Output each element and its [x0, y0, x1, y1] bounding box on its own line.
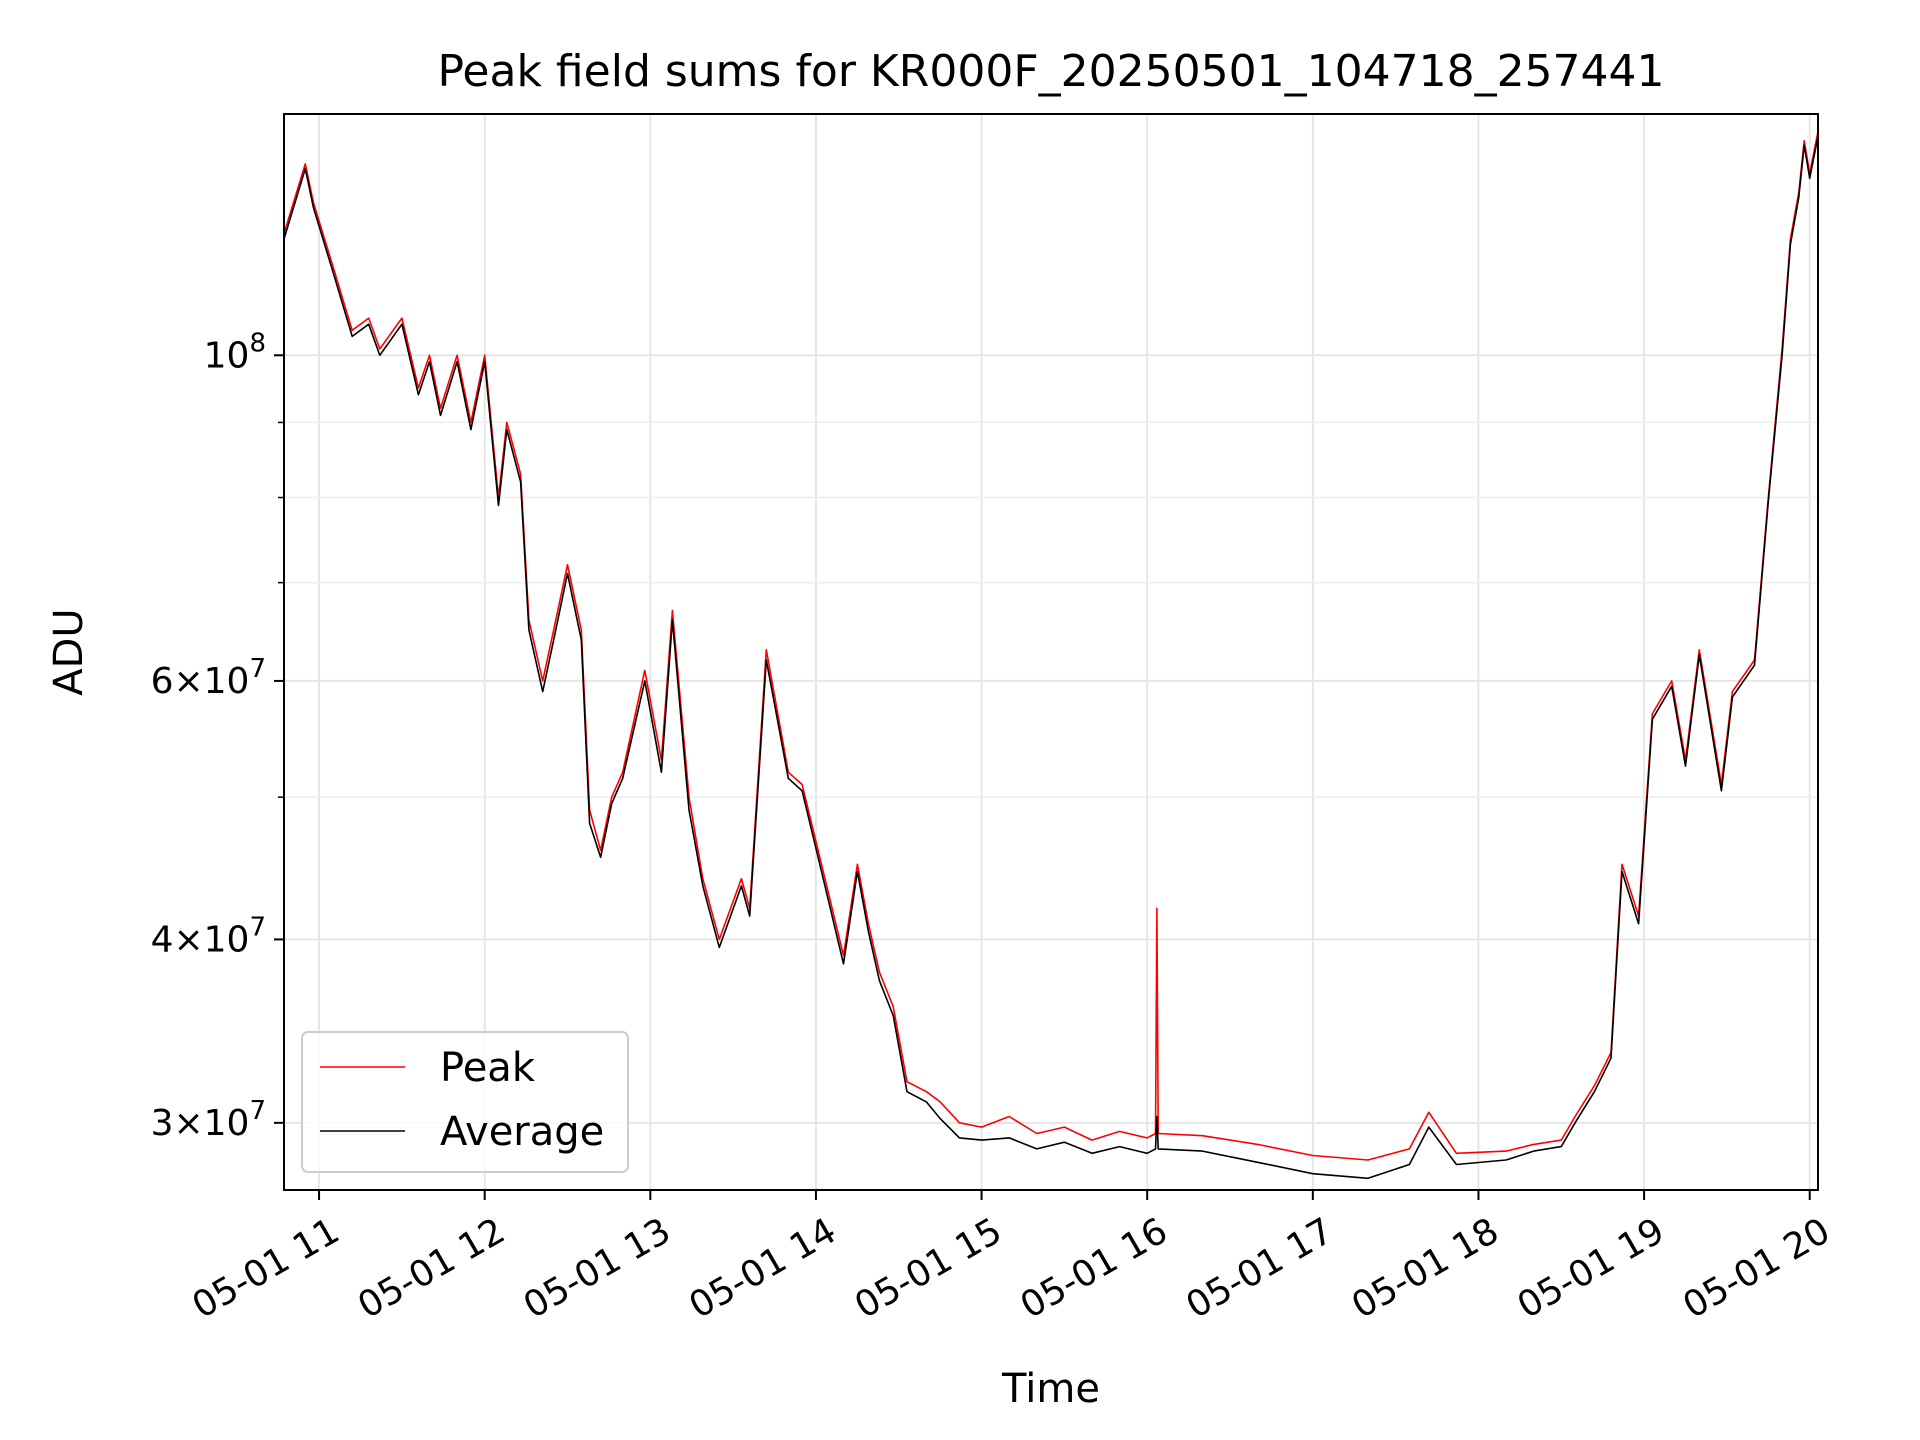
x-axis-label: Time [1001, 1366, 1100, 1412]
x-tick-label: 05-01 17 [1179, 1210, 1340, 1326]
x-tick-label: 05-01 20 [1676, 1210, 1837, 1326]
legend-label-average: Average [440, 1109, 604, 1155]
x-tick-label: 05-01 19 [1511, 1210, 1672, 1326]
y-tick-label: 6×107 [151, 654, 266, 702]
y-tick-label: 4×107 [151, 912, 266, 960]
x-tick-label: 05-01 15 [848, 1210, 1009, 1326]
series-layer [283, 131, 1819, 1180]
series-line-average [283, 136, 1819, 1180]
x-tick-label: 05-01 13 [517, 1210, 678, 1326]
grid [284, 114, 1818, 1190]
chart-title: Peak field sums for KR000F_20250501_1047… [437, 46, 1664, 97]
legend: Peak Average [301, 1031, 629, 1173]
plot-frame [283, 113, 1819, 1191]
x-tick-label: 05-01 12 [351, 1210, 512, 1326]
legend-label-peak: Peak [440, 1045, 536, 1091]
x-tick-label: 05-01 11 [186, 1210, 347, 1326]
y-axis-label: ADU [46, 608, 92, 695]
y-tick-label: 3×107 [151, 1096, 266, 1144]
x-tick-label: 05-01 18 [1345, 1210, 1506, 1326]
series-line-peak [283, 131, 1819, 1161]
y-tick-label: 108 [204, 328, 266, 376]
y-axis: 3×107 4×107 6×107 108 [151, 328, 284, 1144]
x-axis: 05-01 11 05-01 12 05-01 13 05-01 14 05-01 15… [186, 1190, 1837, 1327]
x-tick-label: 05-01 16 [1014, 1210, 1175, 1326]
x-tick-label: 05-01 14 [683, 1210, 844, 1326]
